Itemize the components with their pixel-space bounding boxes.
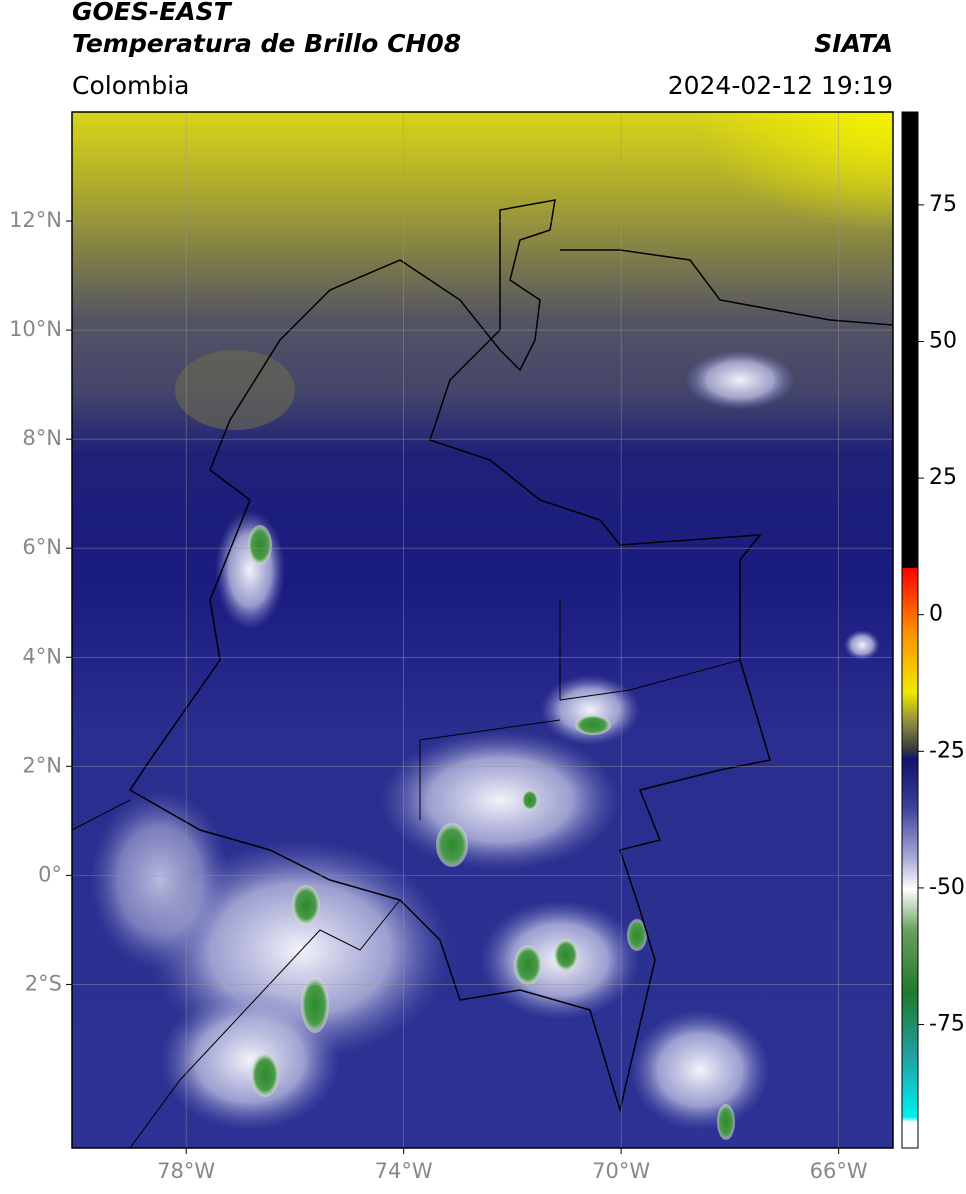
y-tick-label: 0° [38, 862, 62, 886]
y-tick-label: 10°N [9, 317, 62, 341]
satellite-image [72, 112, 893, 1148]
y-tick-label: 12°N [9, 208, 62, 232]
satellite: GOES-EAST [72, 0, 233, 26]
region: Colombia [72, 71, 189, 100]
product: Temperatura de Brillo CH08 [72, 29, 461, 58]
colorbar-tick-label: 50 [929, 328, 957, 353]
y-tick-label: 2°N [22, 753, 62, 777]
colorbar [901, 111, 919, 1149]
colorbar-tick-label: 25 [929, 465, 957, 490]
colorbar-tick-label: -25 [929, 738, 965, 763]
x-tick-label: 74°W [375, 1159, 433, 1183]
y-tick-label: 2°S [25, 971, 62, 995]
y-tick-label: 4°N [22, 644, 62, 668]
grid [72, 112, 893, 1148]
y-tick-label: 8°N [22, 426, 62, 450]
source: SIATA [814, 29, 893, 58]
colorbar-tick-label: 0 [929, 602, 943, 627]
datetime: 2024-02-12 19:19 [668, 71, 893, 100]
x-tick-label: 70°W [592, 1159, 650, 1183]
colorbar-tick-label: -50 [929, 875, 965, 900]
x-tick-label: 78°W [157, 1159, 215, 1183]
y-tick-label: 6°N [22, 535, 62, 559]
colorbar-tick-label: 75 [929, 192, 957, 217]
colorbar-tick-label: -75 [929, 1012, 965, 1037]
map-frame [71, 111, 894, 1149]
x-tick-label: 66°W [810, 1159, 868, 1183]
